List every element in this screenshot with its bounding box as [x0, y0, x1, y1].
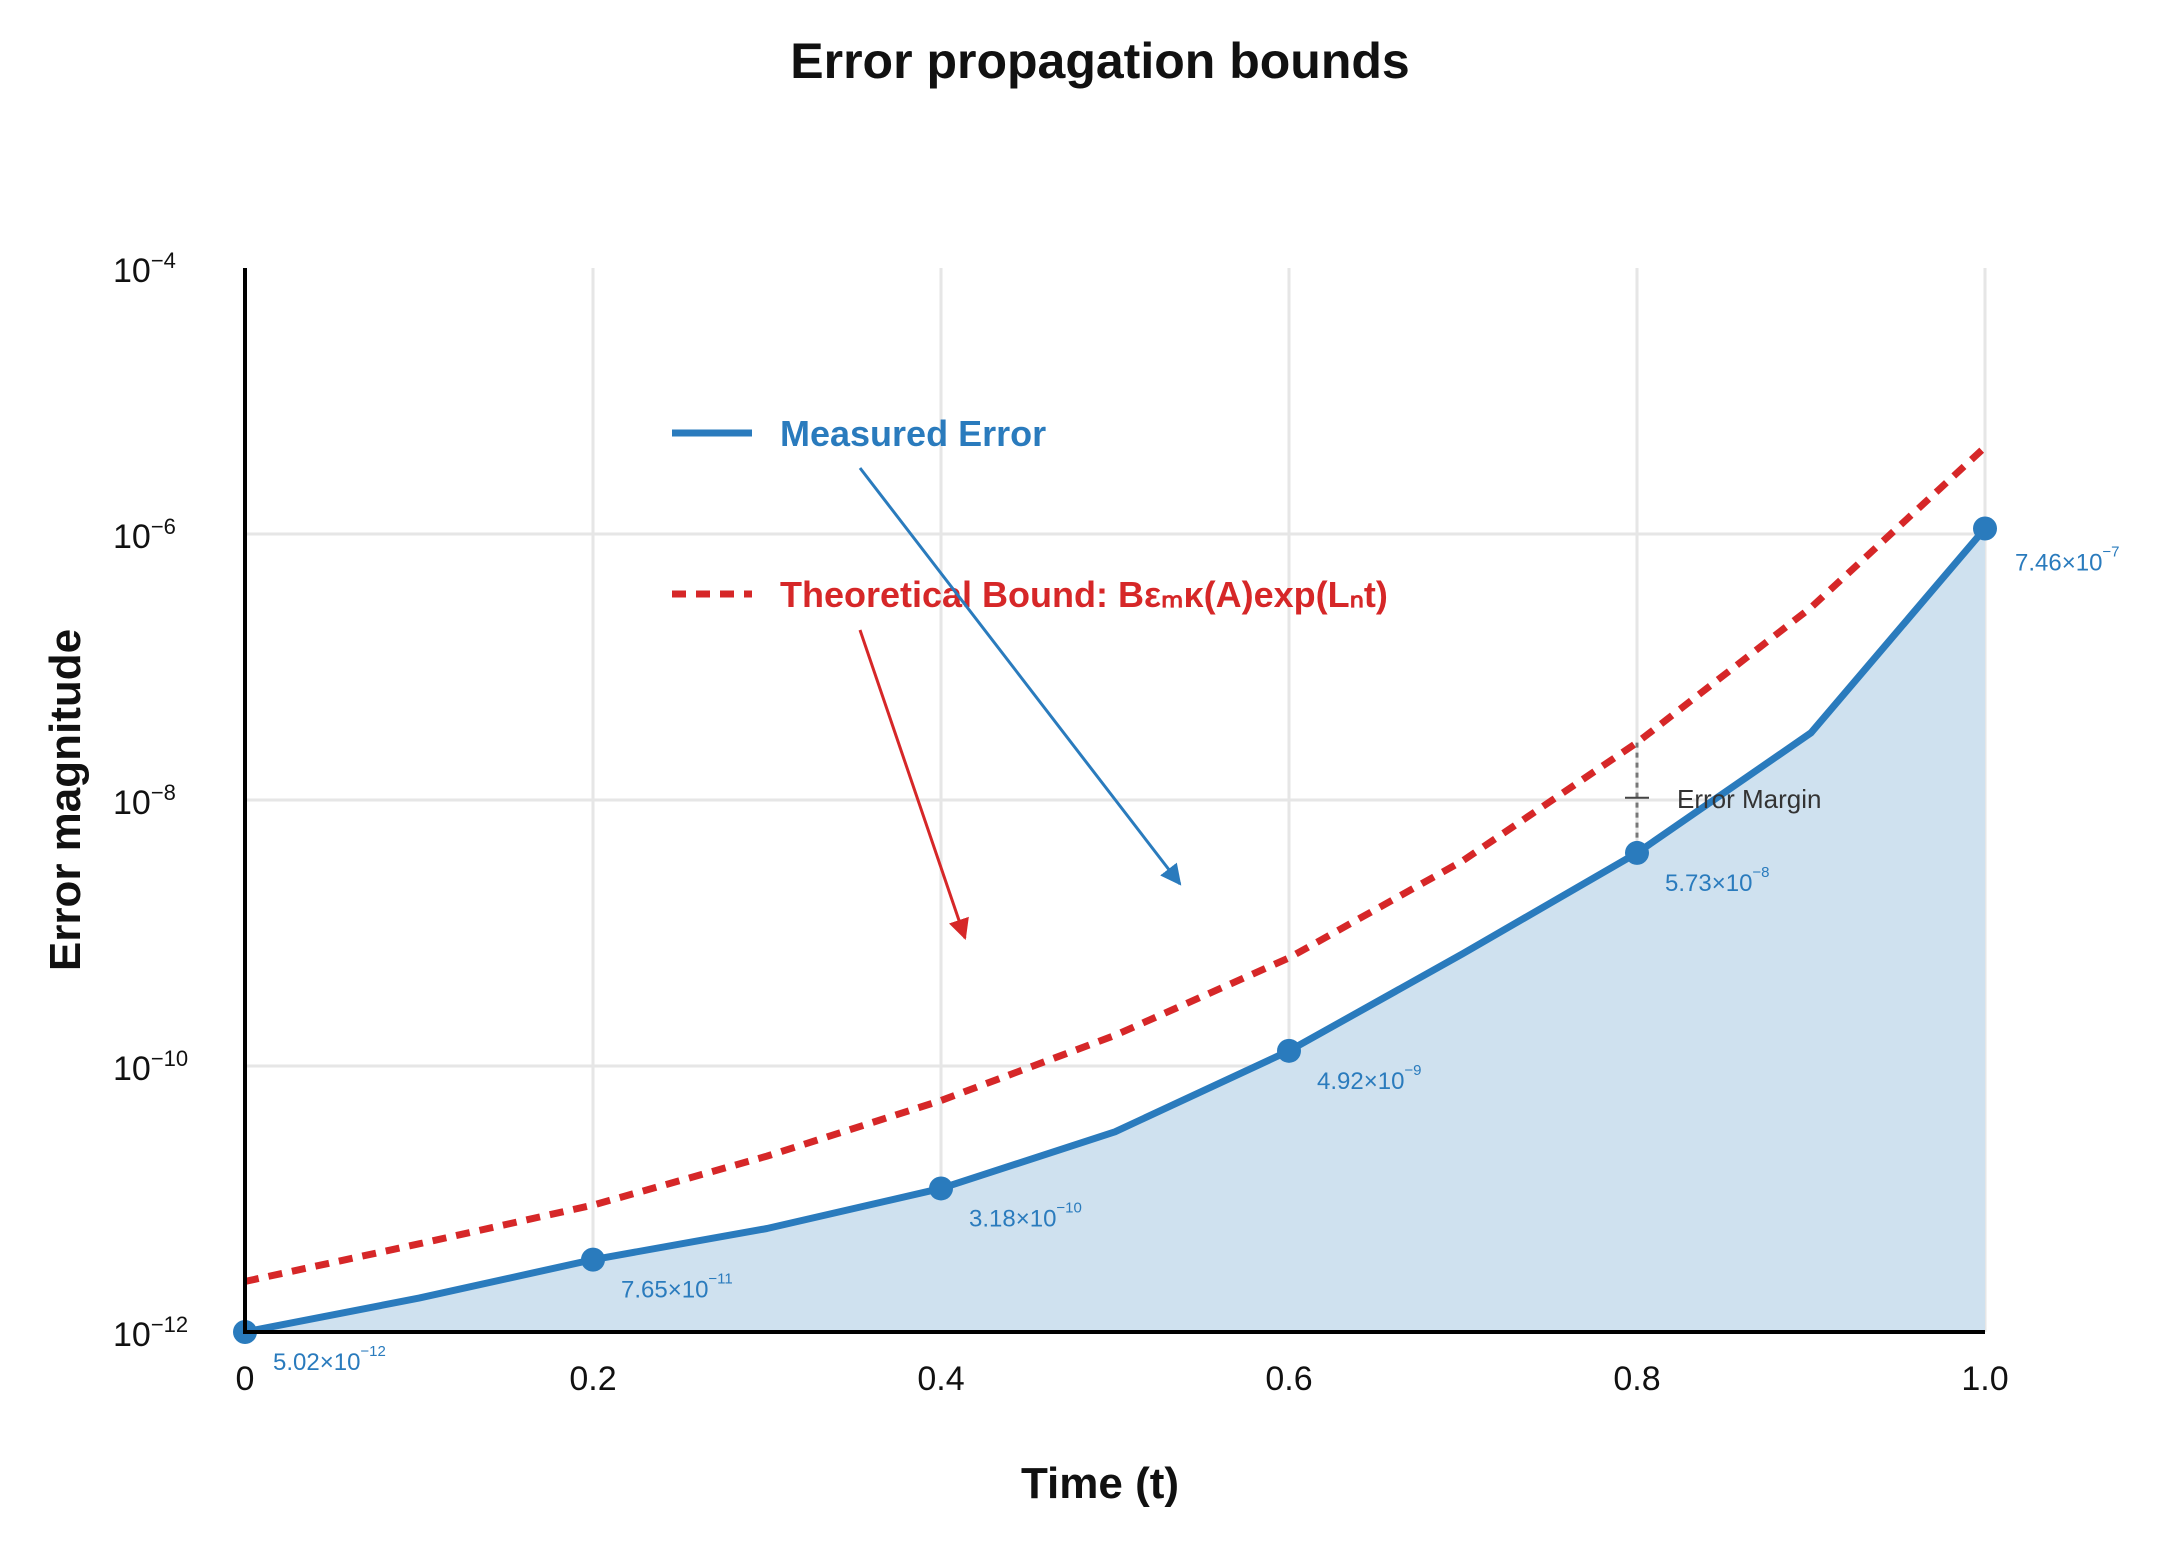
legend-bound-label: Theoretical Bound: Bεₘκ(A)exp(Lₙt) — [780, 574, 1388, 615]
legend-measured-arrow — [858, 467, 1182, 886]
y-tick-label: 10−4 — [113, 248, 176, 290]
data-label: 4.92×10−9 — [1317, 1062, 1422, 1095]
data-point — [1625, 840, 1649, 865]
x-tick-label: 1.0 — [1961, 1360, 2008, 1398]
x-tick-label: 0.6 — [1265, 1360, 1312, 1398]
axes: 0 0.2 0.4 0.6 0.8 1.0 10−12 10−10 10−8 10−6 10−4 — [113, 248, 2009, 1398]
data-label: 5.73×10−8 — [1665, 864, 1770, 897]
legend-measured-label: Measured Error — [780, 413, 1046, 454]
x-axis-title: Time (t) — [1021, 1459, 1179, 1508]
measured-error-fill — [245, 528, 1985, 1332]
x-tick-label: 0.8 — [1613, 1360, 1660, 1398]
x-tick-label: 0 — [236, 1360, 255, 1398]
area-fill — [245, 528, 1985, 1332]
y-tick-label: 10−6 — [113, 514, 176, 556]
data-point — [929, 1176, 953, 1201]
annotations: Error Margin — [1625, 742, 1821, 853]
data-label: 7.65×10−11 — [621, 1271, 733, 1304]
data-label: 7.46×10−7 — [2015, 543, 2120, 576]
data-point — [1973, 516, 1997, 541]
data-point — [581, 1247, 605, 1272]
data-point — [1277, 1038, 1301, 1063]
y-tick-label: 10−8 — [113, 780, 176, 822]
x-tick-label: 0.4 — [917, 1360, 964, 1398]
legend: Measured Error Theoretical Bound: Bεₘκ(A)… — [672, 413, 1388, 940]
legend-bound-arrow — [858, 629, 969, 940]
chart-title: Error propagation bounds — [790, 33, 1409, 89]
data-label: 3.18×10−10 — [969, 1199, 1082, 1232]
data-label: 5.02×10−12 — [273, 1343, 386, 1376]
y-axis-title: Error magnitude — [41, 629, 90, 971]
measured-error-line — [244, 526, 1988, 1336]
error-margin-label: Error Margin — [1677, 784, 1821, 814]
x-tick-label: 0.2 — [569, 1360, 616, 1398]
y-tick-label: 10−10 — [113, 1046, 188, 1088]
y-tick-label: 10−12 — [113, 1312, 188, 1354]
theoretical-bound-line — [244, 444, 1988, 1285]
series-lines — [244, 444, 1988, 1336]
